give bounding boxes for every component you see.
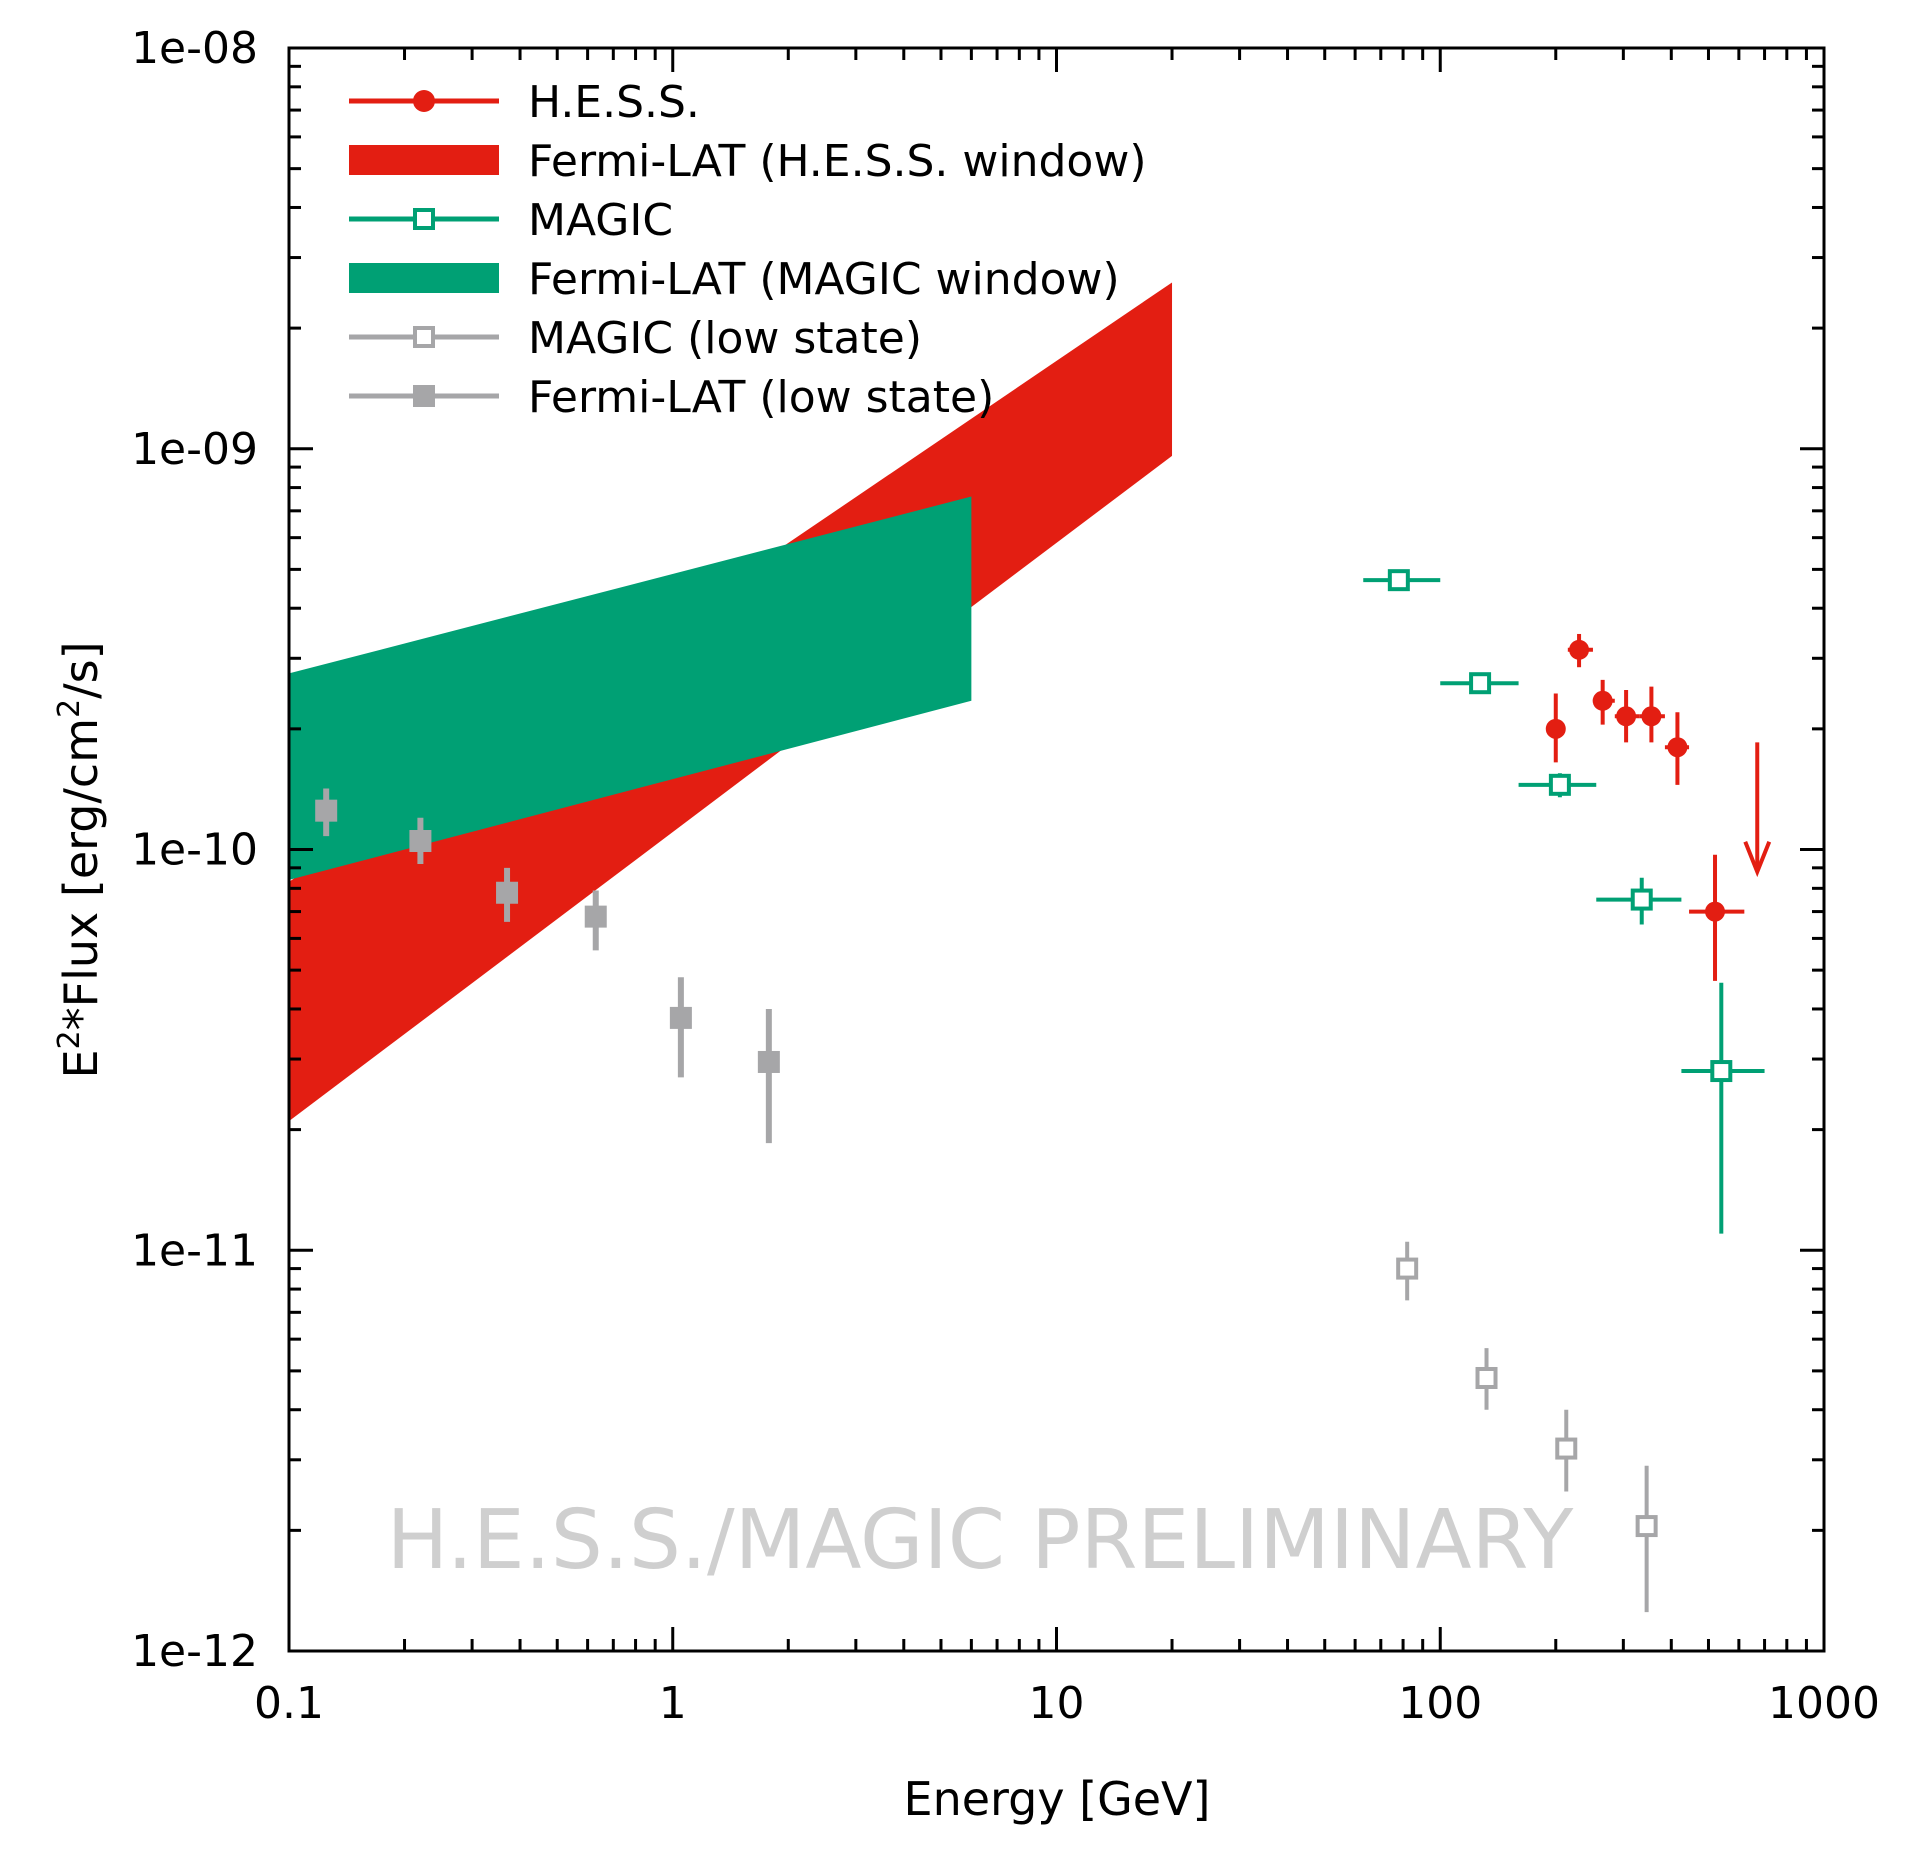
h-e-s-s-point-4 (1614, 690, 1640, 743)
y-axis-label-sup-2: 2 (52, 699, 87, 718)
y-tick-label: 1e-10 (131, 825, 258, 876)
series-magic-low-state (1396, 1241, 1658, 1613)
legend-open-square-marker (413, 208, 435, 230)
h-e-s-s-point-5 (1639, 686, 1665, 743)
h-e-s-s-point-2 (1567, 633, 1593, 668)
x-tick-label: 1 (659, 1678, 687, 1729)
h-e-s-s-point-6 (1664, 712, 1690, 785)
h-e-s-s-point-7 (1689, 854, 1745, 981)
h-e-s-s-point-1 (1545, 693, 1566, 763)
h-e-s-s-marker-6 (1667, 737, 1688, 758)
upper-limit-arrow-head-1 (1743, 841, 1772, 878)
legend-label: MAGIC (528, 195, 673, 246)
y-tick-label: 1e-08 (131, 23, 258, 74)
legend-label: MAGIC (low state) (528, 313, 922, 364)
magic-low-state-point-4 (1635, 1465, 1658, 1613)
y-axis-label-sup-1: 2 (52, 1030, 87, 1049)
magic-marker-2 (1469, 672, 1492, 695)
magic-point-3 (1518, 773, 1597, 798)
h-e-s-s-marker-1 (1545, 718, 1566, 739)
legend-entry: Fermi-LAT (MAGIC window) (349, 254, 1120, 305)
magic-point-2 (1440, 672, 1519, 695)
y-tick-label: 1e-09 (131, 424, 258, 475)
x-axis-label: Energy [GeV] (904, 1772, 1211, 1826)
tick-labels-layer: 0.1 1 10 100 1000 1e-12 1e-11 1e-10 1e-09 1e-08 (131, 23, 1880, 1729)
magic-point-4 (1596, 877, 1682, 925)
y-tick-label: 1e-11 (131, 1225, 258, 1276)
magic-low-state-point-3 (1555, 1409, 1578, 1492)
ticks-layer (287, 48, 1824, 1653)
magic-low-state-marker-2 (1475, 1366, 1498, 1389)
watermark-text: H.E.S.S./MAGIC PRELIMINARY (387, 1493, 1575, 1588)
x-tick-label: 0.1 (254, 1678, 324, 1729)
magic-marker-4 (1630, 888, 1653, 911)
magic-low-state-marker-4 (1635, 1515, 1658, 1538)
fermi-lat-low-state-point-2 (409, 817, 432, 865)
magic-marker-5 (1710, 1060, 1733, 1083)
legend-filled-square-marker (413, 385, 435, 407)
legend-band-swatch (349, 263, 499, 293)
h-e-s-s-marker-4 (1616, 706, 1637, 727)
legend-entry: Fermi-LAT (H.E.S.S. window) (349, 136, 1147, 187)
fermi-lat-low-state-marker-3 (496, 881, 519, 904)
fermi-lat-low-state-point-6 (757, 1008, 780, 1144)
y-axis-label-base: E (54, 1049, 108, 1078)
h-e-s-s-marker-3 (1592, 690, 1613, 711)
fermi-lat-low-state-marker-2 (409, 830, 432, 853)
magic-low-state-point-1 (1396, 1241, 1419, 1301)
magic-marker-3 (1548, 773, 1571, 796)
legend-label: H.E.S.S. (528, 77, 700, 128)
h-e-s-s-marker-5 (1641, 706, 1662, 727)
y-axis-label: E2*Flux [erg/cm2/s] (52, 641, 108, 1078)
legend-band-swatch (349, 145, 499, 175)
legend-label: Fermi-LAT (low state) (528, 372, 994, 423)
fermi-lat-low-state-point-1 (315, 788, 338, 837)
legend-entry: H.E.S.S. (349, 77, 700, 128)
magic-low-state-marker-3 (1555, 1437, 1578, 1460)
band-fermi-magic-window (289, 496, 972, 880)
series-magic (1363, 569, 1765, 1234)
fermi-lat-low-state-point-3 (496, 867, 519, 922)
magic-low-state-point-2 (1475, 1348, 1498, 1410)
legend-entry: Fermi-LAT (low state) (349, 372, 994, 423)
series-fermi-lat-low-state (315, 788, 780, 1144)
fermi-lat-low-state-point-5 (669, 977, 692, 1078)
legend-entry: MAGIC (low state) (349, 313, 922, 364)
fermi-lat-low-state-marker-1 (315, 799, 338, 822)
x-tick-label: 1000 (1768, 1678, 1880, 1729)
points-layer (315, 569, 1772, 1613)
x-tick-label: 100 (1398, 1678, 1482, 1729)
magic-marker-1 (1387, 569, 1410, 592)
magic-point-5 (1681, 982, 1765, 1234)
x-tick-label: 10 (1029, 1678, 1085, 1729)
y-axis-label-end: /s] (54, 641, 108, 698)
legend-label: Fermi-LAT (MAGIC window) (528, 254, 1120, 305)
legend-circle-marker (413, 90, 435, 112)
fermi-lat-low-state-marker-5 (669, 1006, 692, 1029)
magic-low-state-marker-1 (1396, 1257, 1419, 1280)
magic-point-1 (1363, 569, 1441, 592)
legend: H.E.S.S. Fermi-LAT (H.E.S.S. window) MAGIC… (349, 77, 1147, 423)
h-e-s-s-marker-7 (1705, 901, 1726, 922)
legend-entry: MAGIC (349, 195, 673, 246)
legend-open-square-marker (413, 326, 435, 348)
fermi-lat-low-state-marker-6 (757, 1050, 780, 1073)
fermi-lat-low-state-marker-4 (584, 905, 607, 928)
y-tick-label: 1e-12 (131, 1626, 258, 1677)
h-e-s-s-marker-2 (1569, 639, 1590, 660)
legend-label: Fermi-LAT (H.E.S.S. window) (528, 136, 1147, 187)
fermi-lat-low-state-point-4 (584, 890, 607, 951)
y-axis-label-mid: *Flux [erg/cm (54, 718, 108, 1030)
series-h-e-s-s (1545, 633, 1745, 981)
h-e-s-s-point-3 (1592, 679, 1615, 725)
